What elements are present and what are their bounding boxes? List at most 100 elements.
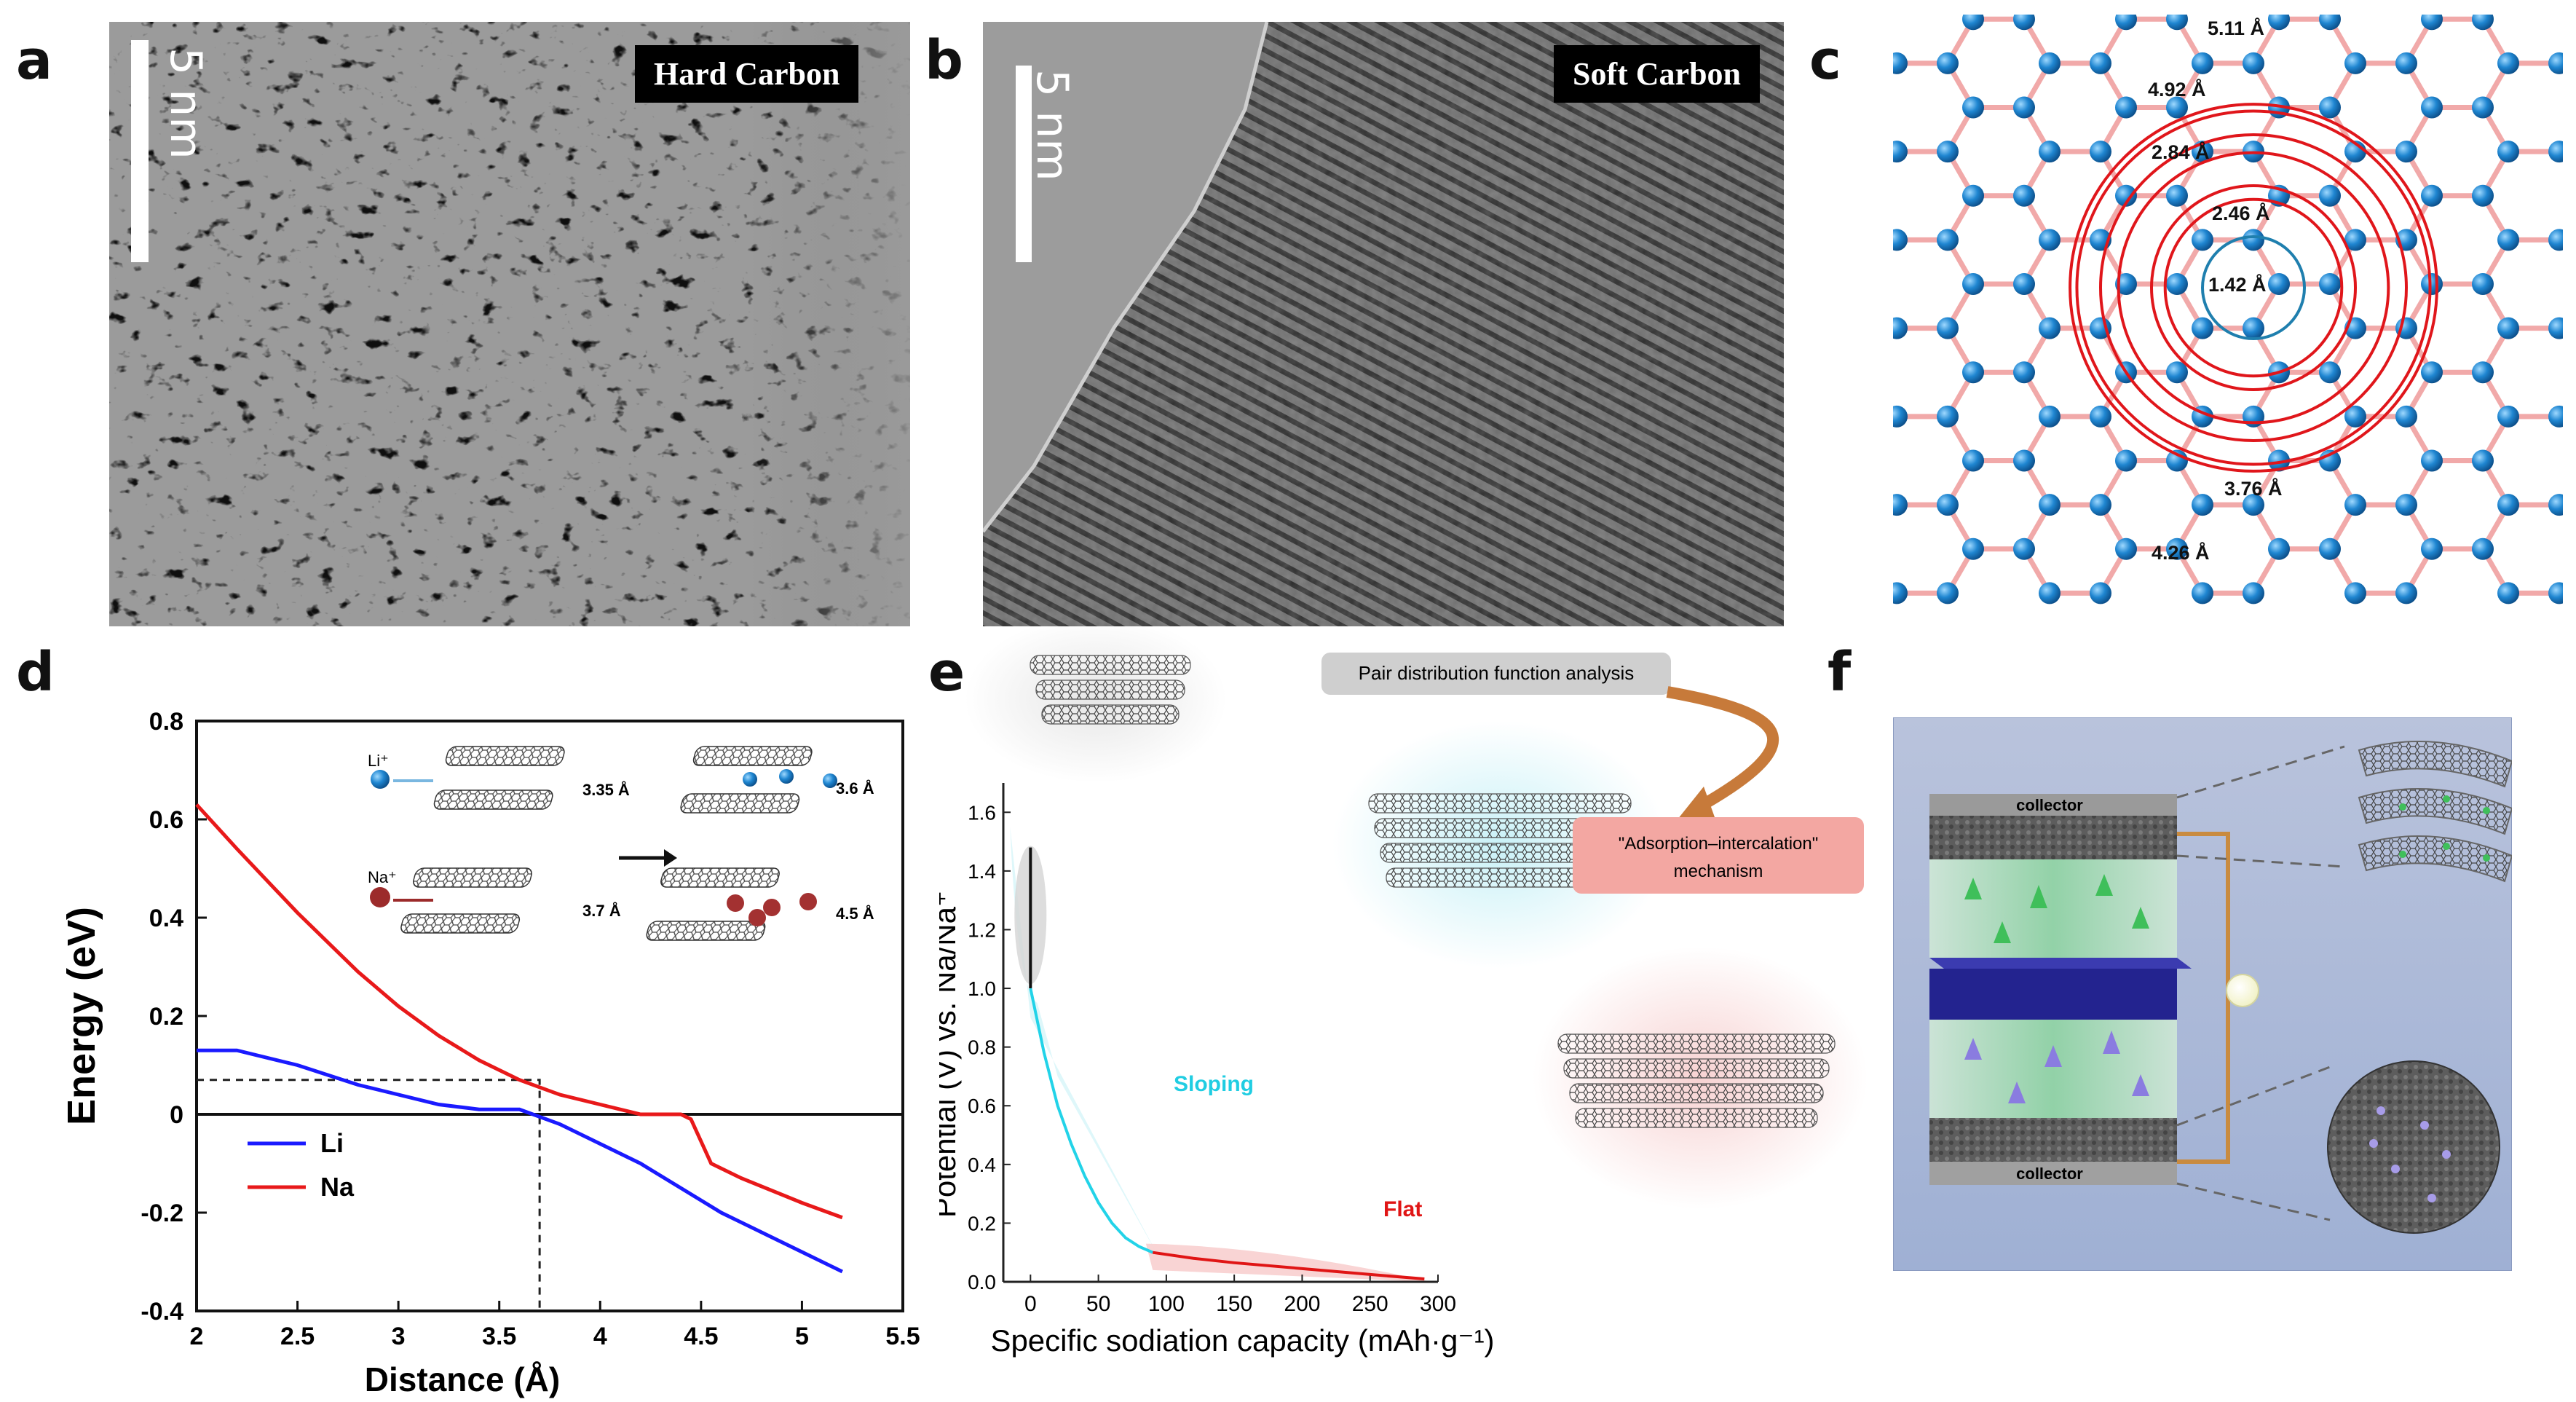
distance-label-2-84: 2.84 Å bbox=[2152, 141, 2210, 163]
carbon-atom bbox=[2192, 229, 2213, 251]
bulb-icon bbox=[2226, 974, 2259, 1007]
na-spacing-after: 4.5 Å bbox=[836, 904, 874, 923]
panel-label-b: b bbox=[925, 29, 963, 92]
carbon-atom bbox=[2115, 273, 2137, 295]
carbon-atom bbox=[2243, 317, 2264, 339]
distance-label-5-11: 5.11 Å bbox=[2208, 17, 2264, 39]
y-tick-label: 0.0 bbox=[968, 1271, 996, 1293]
battery-svg: collector collector bbox=[1892, 717, 2513, 1272]
x-tick-label: 100 bbox=[1148, 1292, 1185, 1316]
carbon-atom bbox=[2548, 141, 2570, 163]
carbon-atom bbox=[2319, 361, 2341, 384]
carbon-atom bbox=[1962, 537, 1984, 560]
carbon-atom bbox=[2548, 317, 2570, 339]
distance-label-2-46: 2.46 Å bbox=[2212, 202, 2270, 224]
carbon-atom bbox=[2319, 184, 2341, 207]
carbon-atom bbox=[2268, 449, 2290, 472]
x-tick-label: 5 bbox=[795, 1323, 809, 1350]
carbon-atom bbox=[1886, 52, 1908, 74]
bottom-electrode bbox=[1929, 1118, 2177, 1162]
carbon-atom bbox=[2039, 229, 2061, 251]
y-tick-label: 0.2 bbox=[149, 1003, 183, 1031]
x-tick-label: 4.5 bbox=[684, 1323, 718, 1350]
flat-label: Flat bbox=[1383, 1197, 1422, 1221]
carbon-atom bbox=[1886, 405, 1908, 428]
li-ion-icon bbox=[371, 770, 390, 789]
carbon-atom bbox=[2497, 494, 2519, 516]
carbon-atom bbox=[1937, 582, 1959, 604]
carbon-atom bbox=[2472, 184, 2494, 207]
legend-na-label: Na bbox=[320, 1172, 355, 1202]
carbon-atom bbox=[2013, 273, 2035, 295]
carbon-atom bbox=[2013, 361, 2035, 384]
carbon-atom bbox=[2192, 52, 2213, 74]
carbon-stack-cyan-icon bbox=[1368, 793, 1632, 814]
panel-label-f: f bbox=[1828, 641, 1852, 704]
carbon-atom bbox=[2497, 52, 2519, 74]
carbon-atom bbox=[1937, 229, 1959, 251]
carbon-atom bbox=[2421, 273, 2443, 295]
carbon-atom bbox=[2268, 273, 2290, 295]
li-spacing-before: 3.35 Å bbox=[582, 780, 630, 799]
carbon-atom bbox=[2243, 582, 2264, 604]
plot-frame bbox=[195, 720, 904, 1312]
carbon-atom bbox=[2497, 582, 2519, 604]
carbon-atom bbox=[1962, 273, 1984, 295]
tem-image-hard-carbon: 5 nm Hard Carbon bbox=[109, 22, 910, 626]
distance-label-1-42: 1.42 Å bbox=[2208, 273, 2267, 296]
carbon-atom bbox=[2243, 405, 2264, 428]
sloping-label: Sloping bbox=[1174, 1072, 1254, 1096]
carbon-atom bbox=[1886, 494, 1908, 516]
carbon-stack-icon bbox=[1041, 704, 1180, 725]
label-soft-carbon: Soft Carbon bbox=[1554, 45, 1761, 103]
intercalated-li-ion bbox=[743, 772, 757, 787]
carbon-atom bbox=[2497, 141, 2519, 163]
carbon-atom bbox=[2421, 449, 2443, 472]
chart-e: 0 50 100 150 200 250 300 0.0 0.2 0.4 0.6 0.8 1.0 1.2 1… bbox=[928, 615, 1886, 1398]
panel-label-e: e bbox=[928, 641, 965, 704]
graphene-sheet bbox=[692, 746, 813, 766]
carbon-atom bbox=[2421, 184, 2443, 207]
graphene-lattice-diagram: 5.11 Å 4.92 Å 2.84 Å 2.46 Å 1.42 Å 3.76 … bbox=[1886, 8, 2570, 612]
carbon-atom bbox=[2472, 537, 2494, 560]
carbon-atom bbox=[1937, 494, 1959, 516]
tem-image-soft-carbon: 5 nm Soft Carbon bbox=[983, 22, 1784, 626]
carbon-atom bbox=[2115, 184, 2137, 207]
carbon-atom bbox=[1886, 229, 1908, 251]
chart-d: 2 2.5 3 3.5 4 4.5 5 5.5 -0.4 -0.2 0 0.2 0.4 0.6 0.8 Dis… bbox=[0, 685, 939, 1398]
intercalated-na-ion bbox=[799, 893, 817, 910]
series-li-line bbox=[197, 1048, 843, 1274]
distance-ring bbox=[2069, 103, 2438, 473]
carbon-stack-icon bbox=[1035, 680, 1185, 700]
carbon-atom bbox=[2090, 141, 2111, 163]
y-tick-label: 0.6 bbox=[968, 1095, 996, 1117]
carbon-atom bbox=[2395, 141, 2417, 163]
carbon-atom bbox=[2039, 582, 2061, 604]
carbon-stack-red-icon bbox=[1563, 1058, 1830, 1079]
lattice-svg: 5.11 Å 4.92 Å 2.84 Å 2.46 Å 1.42 Å 3.76 … bbox=[1886, 8, 2570, 604]
y-axis-label: Energy (eV) bbox=[60, 907, 103, 1125]
carbon-atom bbox=[2090, 582, 2111, 604]
x-tick-label: 3.5 bbox=[482, 1323, 516, 1350]
carbon-atom bbox=[2115, 96, 2137, 119]
graphene-sheet bbox=[680, 793, 800, 814]
carbon-atom bbox=[2013, 96, 2035, 119]
top-electrode bbox=[1929, 816, 2177, 859]
carbon-stack-red-icon bbox=[1557, 1033, 1836, 1054]
carbon-atom bbox=[2548, 52, 2570, 74]
li-ion-label: Li⁺ bbox=[368, 752, 389, 770]
carbon-atom bbox=[2268, 537, 2290, 560]
distance-ring bbox=[2150, 184, 2357, 391]
series-flat-line bbox=[1152, 1251, 1425, 1280]
carbon-atom bbox=[2192, 317, 2213, 339]
bottom-collector bbox=[1929, 1162, 2177, 1185]
x-tick-label: 50 bbox=[1086, 1292, 1110, 1316]
carbon-atom bbox=[2548, 582, 2570, 604]
intercalated-li-ion bbox=[779, 769, 794, 784]
y-axis-label: Potential (V) vs. Na/Na⁺ bbox=[939, 891, 962, 1218]
y-tick-label: -0.4 bbox=[141, 1298, 183, 1326]
distance-ring bbox=[2117, 151, 2390, 425]
carbon-particle-icon bbox=[2327, 1060, 2500, 1234]
carbon-stack-icon bbox=[1030, 655, 1191, 675]
reference-line bbox=[197, 1079, 541, 1311]
